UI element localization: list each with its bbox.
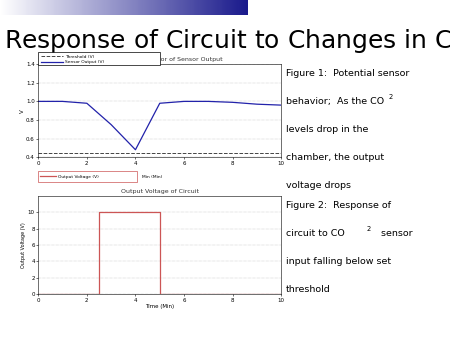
Text: Response of Circuit to Changes in CO$_2$: Response of Circuit to Changes in CO$_2$ [4, 27, 450, 55]
Text: input falling below set: input falling below set [286, 257, 391, 266]
Y-axis label: Output Voltage (V): Output Voltage (V) [22, 222, 27, 268]
Text: levels drop in the: levels drop in the [286, 125, 368, 134]
Text: Threshold (V): Threshold (V) [65, 54, 94, 58]
FancyBboxPatch shape [38, 52, 160, 65]
Text: 2: 2 [388, 94, 392, 100]
Title: Hypothetical Behavior of Sensor Output: Hypothetical Behavior of Sensor Output [97, 57, 223, 63]
Text: voltage drops: voltage drops [286, 181, 351, 190]
Title: Output Voltage of Circuit: Output Voltage of Circuit [121, 189, 199, 194]
FancyBboxPatch shape [38, 171, 137, 182]
Text: circuit to CO: circuit to CO [286, 229, 345, 238]
Text: chamber, the output: chamber, the output [286, 153, 384, 162]
Text: 2: 2 [367, 226, 371, 232]
Text: Min (Min): Min (Min) [142, 175, 162, 179]
X-axis label: Time (Min): Time (Min) [145, 304, 174, 309]
Text: Output Voltage (V): Output Voltage (V) [58, 175, 99, 179]
Text: Figure 2:  Response of: Figure 2: Response of [286, 201, 391, 210]
Text: Figure 1:  Potential sensor: Figure 1: Potential sensor [286, 69, 409, 78]
Text: sensor: sensor [378, 229, 412, 238]
Text: Sensor Output (V): Sensor Output (V) [65, 61, 104, 65]
Text: threshold: threshold [286, 285, 330, 294]
Y-axis label: V: V [20, 109, 25, 113]
Text: behavior;  As the CO: behavior; As the CO [286, 97, 384, 106]
